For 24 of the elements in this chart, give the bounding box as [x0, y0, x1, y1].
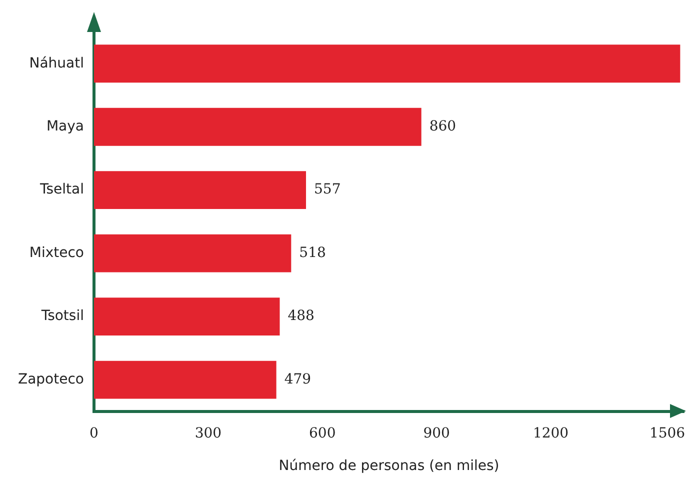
x-tick-label: 300 [194, 425, 222, 442]
y-tick-label: Mixteco [29, 244, 84, 261]
data-label: 488 [288, 308, 314, 324]
data-label: 557 [314, 182, 341, 198]
y-tick-label: Zapoteco [18, 371, 84, 388]
x-tick-label: 1506 [649, 425, 686, 442]
bar [94, 108, 422, 146]
y-tick-label: Tsotsil [40, 308, 84, 324]
bar [94, 44, 680, 83]
x-axis-title: Número de personas (en miles) [278, 458, 500, 474]
x-tick-label: 0 [90, 425, 98, 442]
x-tick-label: 1200 [532, 425, 569, 442]
y-tick-label: Náhuatl [29, 55, 84, 72]
bar [94, 234, 292, 272]
data-label: 479 [284, 371, 312, 388]
y-tick-label: Maya [46, 118, 84, 134]
y-tick-label: Tseltal [38, 182, 84, 198]
data-label: 860 [429, 118, 456, 134]
bar [94, 360, 276, 399]
bar [94, 171, 306, 210]
x-tick-label: 900 [423, 425, 450, 442]
bar [94, 298, 280, 336]
data-label: 518 [299, 244, 326, 261]
x-tick-label: 600 [309, 425, 336, 442]
